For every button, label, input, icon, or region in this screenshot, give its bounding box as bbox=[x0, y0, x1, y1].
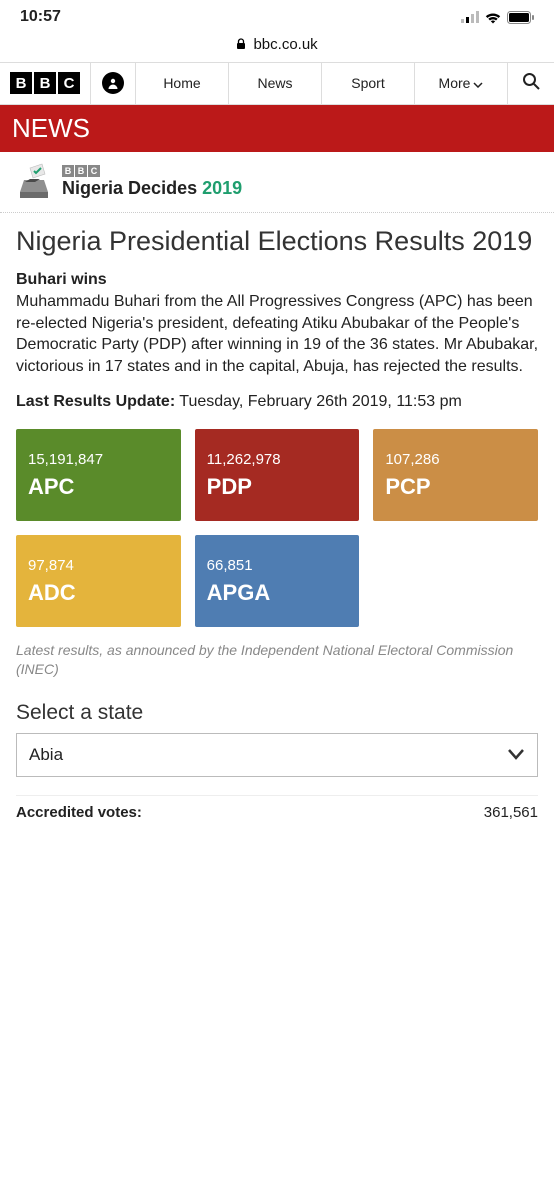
battery-icon bbox=[507, 11, 534, 24]
news-section-banner[interactable]: NEWS bbox=[0, 105, 554, 152]
nav-more[interactable]: More bbox=[415, 63, 508, 104]
party-tile-adc[interactable]: 97,874 ADC bbox=[16, 535, 181, 627]
bbc-logo-b1: B bbox=[10, 72, 32, 94]
accredited-label: Accredited votes: bbox=[16, 804, 142, 821]
nav-home[interactable]: Home bbox=[136, 63, 229, 104]
decides-title: Nigeria Decides 2019 bbox=[62, 178, 242, 199]
update-label: Last Results Update: bbox=[16, 393, 175, 410]
decides-country: Nigeria bbox=[62, 178, 123, 198]
tile-party: APC bbox=[28, 474, 169, 500]
subheadline: Buhari wins bbox=[16, 271, 538, 289]
state-select-value: Abia bbox=[29, 745, 63, 765]
nav-news[interactable]: News bbox=[229, 63, 322, 104]
search-icon bbox=[522, 72, 540, 95]
decides-word: Decides bbox=[128, 178, 197, 198]
page-title: Nigeria Presidential Elections Results 2… bbox=[16, 225, 538, 257]
decides-title-block: BBC Nigeria Decides 2019 bbox=[62, 165, 242, 199]
accredited-votes-row: Accredited votes: 361,561 bbox=[16, 795, 538, 829]
nav-news-label: News bbox=[257, 75, 292, 91]
update-value: Tuesday, February 26th 2019, 11:53 pm bbox=[179, 393, 462, 410]
party-tiles-grid: 15,191,847 APC 11,262,978 PDP 107,286 PCP 97,8… bbox=[16, 429, 538, 627]
bbc-logo-c: C bbox=[58, 72, 80, 94]
tile-party: PCP bbox=[385, 474, 526, 500]
tile-party: APGA bbox=[207, 580, 348, 606]
nav-home-label: Home bbox=[163, 75, 200, 91]
search-button[interactable] bbox=[508, 63, 554, 104]
chevron-down-icon bbox=[473, 75, 483, 91]
lock-icon bbox=[236, 37, 246, 54]
nigeria-decides-header: BBC Nigeria Decides 2019 bbox=[0, 152, 554, 213]
party-tile-apga[interactable]: 66,851 APGA bbox=[195, 535, 360, 627]
status-time: 10:57 bbox=[20, 8, 277, 26]
party-tile-pcp[interactable]: 107,286 PCP bbox=[373, 429, 538, 521]
decides-year: 2019 bbox=[202, 178, 242, 198]
bbc-top-nav: B B C Home News Sport More bbox=[0, 62, 554, 105]
tile-votes: 15,191,847 bbox=[28, 451, 169, 468]
bbc-logo-b2: B bbox=[34, 72, 56, 94]
main-content: Nigeria Presidential Elections Results 2… bbox=[0, 213, 554, 841]
tile-votes: 97,874 bbox=[28, 557, 169, 574]
party-tile-pdp[interactable]: 11,262,978 PDP bbox=[195, 429, 360, 521]
ballot-box-icon bbox=[14, 162, 54, 202]
chevron-down-icon bbox=[507, 745, 525, 765]
tile-votes: 11,262,978 bbox=[207, 451, 348, 468]
url-domain: bbc.co.uk bbox=[253, 36, 317, 53]
nav-more-label: More bbox=[439, 75, 471, 91]
results-caption: Latest results, as announced by the Inde… bbox=[16, 641, 538, 679]
summary-paragraph: Muhammadu Buhari from the All Progressiv… bbox=[16, 291, 538, 377]
account-button[interactable] bbox=[90, 63, 136, 104]
state-select-label: Select a state bbox=[16, 701, 538, 725]
tile-party: ADC bbox=[28, 580, 169, 606]
party-tile-apc[interactable]: 15,191,847 APC bbox=[16, 429, 181, 521]
account-icon bbox=[102, 72, 124, 94]
last-update-row: Last Results Update: Tuesday, February 2… bbox=[16, 391, 538, 413]
signal-icon bbox=[461, 11, 479, 23]
tile-votes: 107,286 bbox=[385, 451, 526, 468]
state-select[interactable]: Abia bbox=[16, 733, 538, 777]
nav-sport[interactable]: Sport bbox=[322, 63, 415, 104]
browser-url-bar[interactable]: bbc.co.uk bbox=[0, 32, 554, 62]
ios-status-bar: 10:57 bbox=[0, 0, 554, 32]
bbc-logo[interactable]: B B C bbox=[0, 63, 90, 104]
nav-sport-label: Sport bbox=[351, 75, 384, 91]
bbc-mini-logo: BBC bbox=[62, 165, 242, 177]
wifi-icon bbox=[484, 11, 502, 24]
accredited-value: 361,561 bbox=[484, 804, 538, 821]
status-indicators bbox=[277, 11, 534, 24]
tile-party: PDP bbox=[207, 474, 348, 500]
tile-votes: 66,851 bbox=[207, 557, 348, 574]
